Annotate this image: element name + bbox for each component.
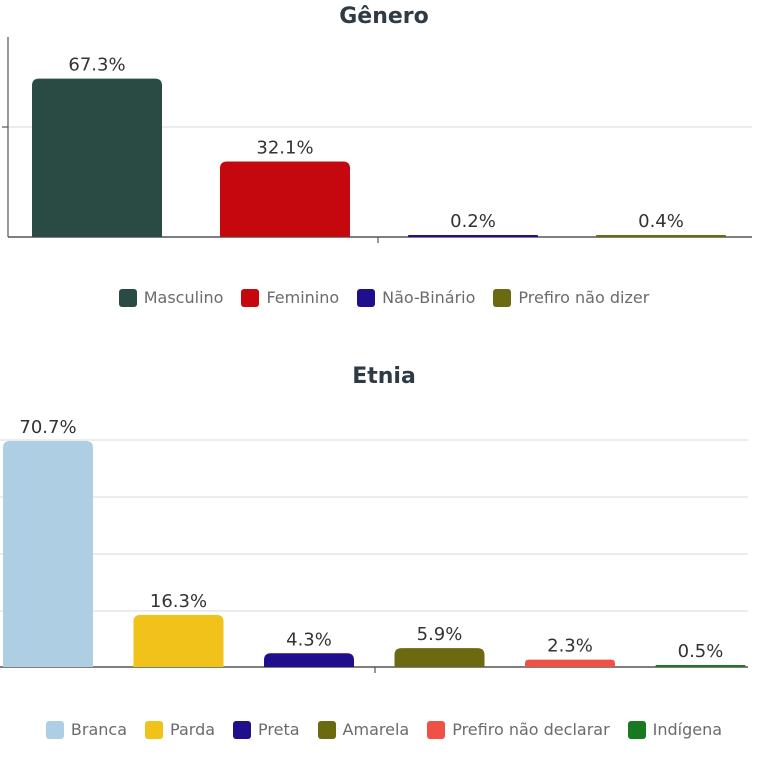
- legend-etnia: Branca Parda Preta Amarela Prefiro não decla…: [0, 720, 768, 739]
- bar-genero-2: [408, 235, 538, 237]
- bar-label-etnia-0: 70.7%: [19, 417, 76, 438]
- bar-genero-0: [32, 78, 162, 237]
- legend-item-etnia-4[interactable]: Prefiro não declarar: [427, 720, 610, 739]
- bar-etnia-2: [264, 653, 354, 667]
- legend-swatch: [357, 288, 376, 307]
- legend-swatch: [118, 288, 137, 307]
- legend-label: Amarela: [342, 720, 410, 739]
- bar-etnia-5: [655, 665, 746, 667]
- bar-label-etnia-4: 2.3%: [547, 636, 593, 657]
- bar-label-etnia-2: 4.3%: [286, 629, 332, 650]
- legend-swatch: [233, 720, 252, 739]
- legend-item-genero-2[interactable]: Não-Binário: [357, 288, 475, 307]
- legend-item-etnia-3[interactable]: Amarela: [317, 720, 410, 739]
- legend-label: Masculino: [143, 288, 224, 307]
- legend-swatch: [427, 720, 446, 739]
- legend-genero: Masculino Feminino Não-Binário Prefiro não …: [0, 288, 768, 307]
- bar-genero-1: [220, 161, 350, 237]
- legend-swatch: [145, 720, 164, 739]
- legend-label: Prefiro não declarar: [452, 720, 610, 739]
- legend-item-genero-3[interactable]: Prefiro não dizer: [493, 288, 649, 307]
- legend-swatch: [241, 288, 260, 307]
- legend-item-etnia-2[interactable]: Preta: [233, 720, 300, 739]
- chart-title-etnia: Etnia: [352, 364, 416, 389]
- legend-label: Parda: [170, 720, 216, 739]
- legend-item-genero-1[interactable]: Feminino: [241, 288, 339, 307]
- bar-etnia-3: [394, 648, 485, 667]
- legend-item-genero-0[interactable]: Masculino: [118, 288, 224, 307]
- bar-chart-genero: 67.3% 32.1% 0.2% 0.4%: [2, 37, 752, 243]
- bar-chart-etnia: 70.7% 16.3% 4.3% 5.9% 2.3% 0.5%: [0, 417, 748, 673]
- legend-item-etnia-5[interactable]: Indígena: [627, 720, 723, 739]
- legend-item-etnia-1[interactable]: Parda: [145, 720, 215, 739]
- bar-label-genero-3: 0.4%: [638, 211, 684, 232]
- bar-label-genero-1: 32.1%: [256, 137, 313, 158]
- legend-item-etnia-0[interactable]: Branca: [45, 720, 128, 739]
- bar-etnia-0: [3, 440, 93, 667]
- bar-label-etnia-5: 0.5%: [678, 641, 724, 662]
- legend-label: Feminino: [266, 288, 340, 307]
- bar-etnia-4: [525, 659, 615, 667]
- bar-label-genero-0: 67.3%: [68, 55, 125, 76]
- legend-swatch: [627, 720, 646, 739]
- legend-swatch: [45, 720, 64, 739]
- legend-label: Não-Binário: [382, 288, 476, 307]
- legend-label: Prefiro não dizer: [518, 288, 650, 307]
- legend-label: Branca: [70, 720, 128, 739]
- legend-swatch: [493, 288, 512, 307]
- bar-etnia-1: [133, 614, 224, 667]
- bar-label-etnia-1: 16.3%: [150, 591, 207, 612]
- legend-label: Preta: [258, 720, 300, 739]
- legend-label: Indígena: [652, 720, 723, 739]
- bar-genero-3: [596, 235, 726, 237]
- chart-title-genero: Gênero: [339, 4, 429, 29]
- bar-label-genero-2: 0.2%: [450, 211, 496, 232]
- legend-swatch: [317, 720, 336, 739]
- bar-label-etnia-3: 5.9%: [417, 624, 463, 645]
